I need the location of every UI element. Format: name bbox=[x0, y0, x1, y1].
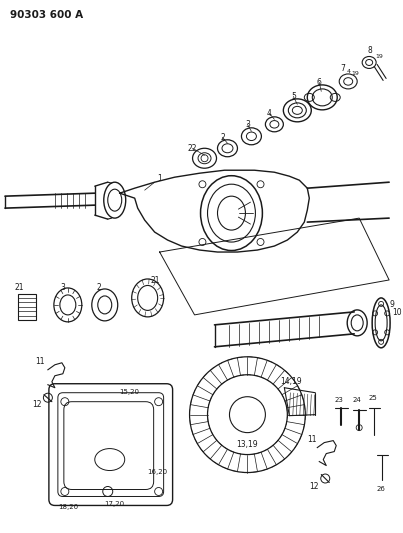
Text: 21: 21 bbox=[151, 277, 160, 286]
Text: 7: 7 bbox=[341, 64, 346, 73]
Text: 23: 23 bbox=[335, 397, 344, 403]
Text: 19: 19 bbox=[375, 54, 383, 59]
Text: 3: 3 bbox=[60, 284, 65, 293]
Text: 18,20: 18,20 bbox=[58, 504, 78, 511]
Text: 25: 25 bbox=[369, 395, 378, 401]
Text: 1: 1 bbox=[157, 174, 162, 183]
Text: 90303 600 A: 90303 600 A bbox=[10, 10, 83, 20]
Text: 10: 10 bbox=[392, 309, 402, 317]
Text: 24: 24 bbox=[353, 397, 361, 403]
Text: 17,20: 17,20 bbox=[105, 502, 125, 507]
Text: 2: 2 bbox=[220, 133, 225, 142]
Text: 11: 11 bbox=[35, 357, 45, 366]
Text: 5: 5 bbox=[291, 92, 296, 101]
Text: 15,20: 15,20 bbox=[120, 389, 140, 395]
Text: 6: 6 bbox=[317, 78, 322, 87]
Text: 3: 3 bbox=[245, 120, 250, 129]
Text: 19: 19 bbox=[351, 71, 359, 76]
Text: 4: 4 bbox=[346, 69, 350, 74]
Text: 2: 2 bbox=[96, 284, 101, 293]
Text: 12: 12 bbox=[32, 400, 42, 409]
Text: 13,19: 13,19 bbox=[237, 440, 258, 449]
Text: 8: 8 bbox=[368, 46, 372, 55]
Text: 4: 4 bbox=[267, 109, 272, 118]
Text: 14,19: 14,19 bbox=[280, 377, 302, 386]
Text: 9: 9 bbox=[389, 301, 394, 310]
Text: 12: 12 bbox=[310, 482, 319, 491]
Text: 16,20: 16,20 bbox=[147, 469, 168, 474]
Text: 11: 11 bbox=[307, 435, 317, 444]
Text: 26: 26 bbox=[377, 487, 386, 492]
Text: 21: 21 bbox=[15, 284, 25, 293]
Text: 22: 22 bbox=[188, 144, 197, 153]
